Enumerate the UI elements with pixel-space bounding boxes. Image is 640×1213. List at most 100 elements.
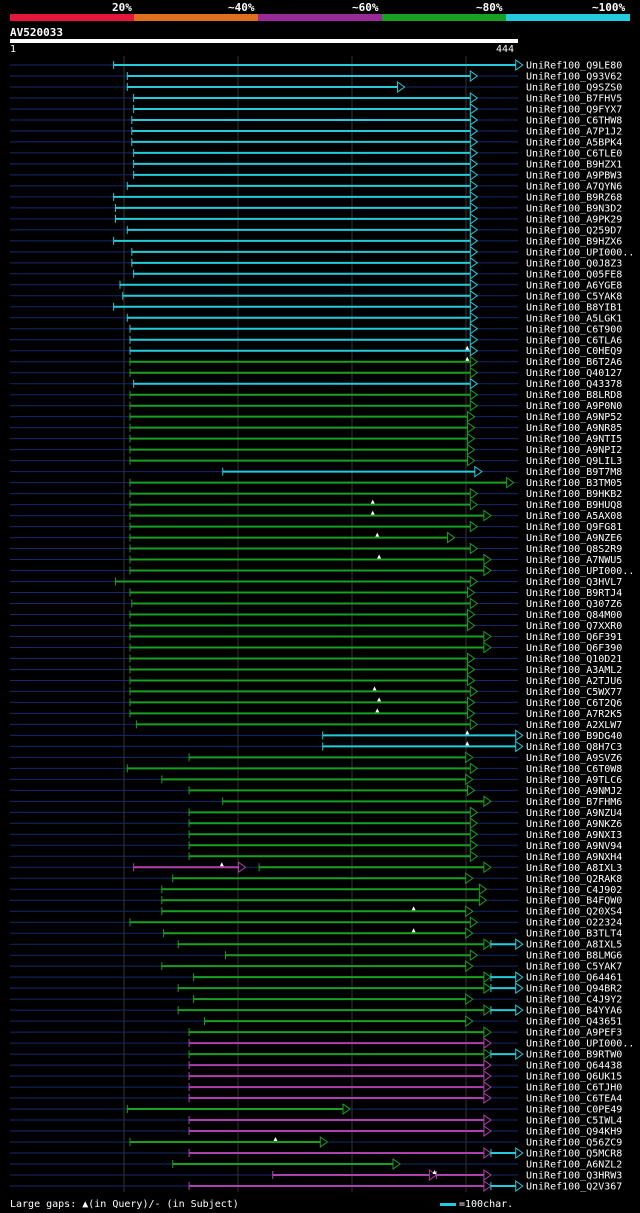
hit-end-arrow	[465, 773, 474, 786]
hit-row: UniRef100_C6T0W8	[10, 762, 622, 775]
hit-end-arrow	[469, 817, 479, 830]
hit-end-arrow	[467, 707, 476, 720]
hit-row: UniRef100_A9NP52	[10, 410, 622, 423]
hit-row: UniRef100_Q6F390	[10, 641, 622, 654]
hit-label: UniRef100_Q9LIL3	[526, 456, 622, 467]
hit-label: UniRef100_B9HZX6	[526, 236, 622, 247]
hit-end-arrow	[469, 388, 479, 401]
hit-label: UniRef100_B3TM05	[526, 478, 622, 489]
hit-end-arrow	[465, 960, 474, 973]
hit-row: UniRef100_Q9SZS0	[10, 81, 622, 93]
hit-row: UniRef100_Q6UK15	[10, 1070, 622, 1083]
hit-label: UniRef100_A9P0N0	[526, 401, 622, 412]
hit-end-arrow	[467, 586, 476, 599]
hit-row: UniRef100_B8YIB1	[10, 300, 622, 313]
hit-label: UniRef100_Q5MCR8	[526, 1149, 622, 1160]
hit-row: UniRef100_Q64461	[10, 971, 622, 984]
hit-label: UniRef100_B7FHM6	[526, 797, 622, 808]
hit-label: UniRef100_Q9LE80	[526, 61, 622, 72]
hit-end-arrow	[515, 982, 524, 995]
hit-end-arrow	[515, 971, 524, 984]
color-legend: 20% ~40% ~60% ~80% ~100%	[0, 0, 640, 24]
hit-label: UniRef100_B6T2A6	[526, 357, 622, 368]
hit-end-arrow	[469, 575, 479, 588]
hit-end-arrow	[469, 289, 479, 302]
hit-label: UniRef100_A9PEF3	[526, 1028, 622, 1039]
hit-end-arrow	[483, 1169, 492, 1181]
hit-label: UniRef100_A9NV94	[526, 841, 622, 852]
hit-row: UniRef100_A6YGE8	[10, 278, 622, 291]
hit-row: UniRef100_Q20XS4	[10, 905, 622, 918]
hit-end-arrow	[469, 168, 479, 181]
query-bar	[10, 39, 518, 43]
hit-end-arrow	[469, 377, 479, 390]
hit-end-arrow	[465, 905, 474, 918]
hit-label: UniRef100_C6THW8	[526, 115, 622, 126]
hit-end-arrow	[483, 1125, 492, 1138]
hit-row: UniRef100_B4YYA6	[10, 1004, 622, 1017]
legend-label-20: 20%	[112, 1, 132, 14]
hit-end-arrow	[342, 1103, 351, 1116]
hit-label: UniRef100_Q94KH9	[526, 1127, 622, 1138]
hit-label: UniRef100_Q43378	[526, 379, 622, 390]
hit-row: UniRef100_Q6F391	[10, 630, 622, 643]
hit-end-arrow	[469, 256, 479, 269]
hit-label: UniRef100_B8YIB1	[526, 302, 622, 313]
query-end-label: 444	[496, 44, 515, 55]
hit-label: UniRef100_A9SVZ6	[526, 753, 622, 764]
hit-label: UniRef100_Q64438	[526, 1061, 622, 1072]
hit-label: UniRef100_B7FHV5	[526, 93, 622, 104]
hit-label: UniRef100_A5LGK1	[526, 313, 622, 324]
hit-end-arrow	[447, 531, 456, 544]
hit-row: UniRef100_Q307Z6	[10, 597, 622, 610]
hit-end-arrow	[515, 1180, 524, 1192]
hit-label: UniRef100_A9PBW3	[526, 170, 622, 181]
hit-label: UniRef100_B9HUQ8	[526, 500, 622, 511]
hit-label: UniRef100_C5YAK8	[526, 291, 622, 302]
scale-text: =100char.	[459, 1199, 514, 1210]
hit-end-arrow	[483, 641, 492, 654]
hit-end-arrow	[469, 806, 479, 819]
hit-label: UniRef100_A9TLC6	[526, 775, 622, 786]
hit-end-arrow	[483, 795, 492, 808]
hit-label: UniRef100_B9T7M8	[526, 467, 622, 478]
hit-label: UniRef100_Q6F390	[526, 643, 622, 654]
hit-row: UniRef100_Q94KH9	[10, 1125, 622, 1138]
hit-end-arrow	[483, 630, 492, 643]
hit-row: UniRef100_Q3HRW3	[10, 1169, 622, 1181]
hit-label: UniRef100_Q6UK15	[526, 1072, 622, 1083]
hit-row: UniRef100_B9HUQ8	[10, 498, 622, 511]
hit-end-arrow	[469, 223, 479, 236]
hit-label: UniRef100_C6TEA4	[526, 1094, 622, 1105]
hit-end-arrow	[483, 1059, 492, 1072]
hit-label: UniRef100_A2XLW7	[526, 720, 622, 731]
query-gap-marker	[377, 697, 382, 702]
hit-label: UniRef100_B9RTJ4	[526, 588, 622, 599]
hit-end-arrow	[467, 443, 476, 456]
scale-swatch	[440, 1202, 456, 1206]
hit-end-arrow	[506, 476, 515, 489]
hit-row: UniRef100_Q9FG81	[10, 520, 622, 533]
hit-end-arrow	[469, 201, 479, 214]
hit-end-arrow	[483, 553, 492, 566]
hit-label: UniRef100_A6YGE8	[526, 280, 622, 291]
hit-end-arrow	[467, 696, 476, 709]
hit-row: UniRef100_A9NZE6	[10, 531, 622, 544]
hit-row: UniRef100_Q7XXR0	[10, 619, 622, 632]
hit-row: UniRef100_C6TEA4	[10, 1092, 622, 1105]
hit-end-arrow	[467, 663, 476, 676]
hit-end-arrow	[469, 146, 479, 159]
hit-label: UniRef100_C5IWL4	[526, 1116, 622, 1127]
hit-end-arrow	[515, 938, 524, 951]
hit-label: UniRef100_A9PK29	[526, 214, 622, 225]
hit-end-arrow	[469, 949, 479, 962]
hit-end-arrow	[469, 762, 479, 775]
hit-row: UniRef100_A2TJU6	[10, 674, 622, 687]
hit-label: UniRef100_B9N3D2	[526, 203, 622, 214]
hit-label: UniRef100_A9NKZ6	[526, 819, 622, 830]
hit-end-arrow	[483, 564, 492, 577]
hit-label: UniRef100_Q8S2R9	[526, 544, 622, 555]
query-gap-marker	[273, 1137, 278, 1142]
hit-end-arrow	[483, 1180, 492, 1192]
